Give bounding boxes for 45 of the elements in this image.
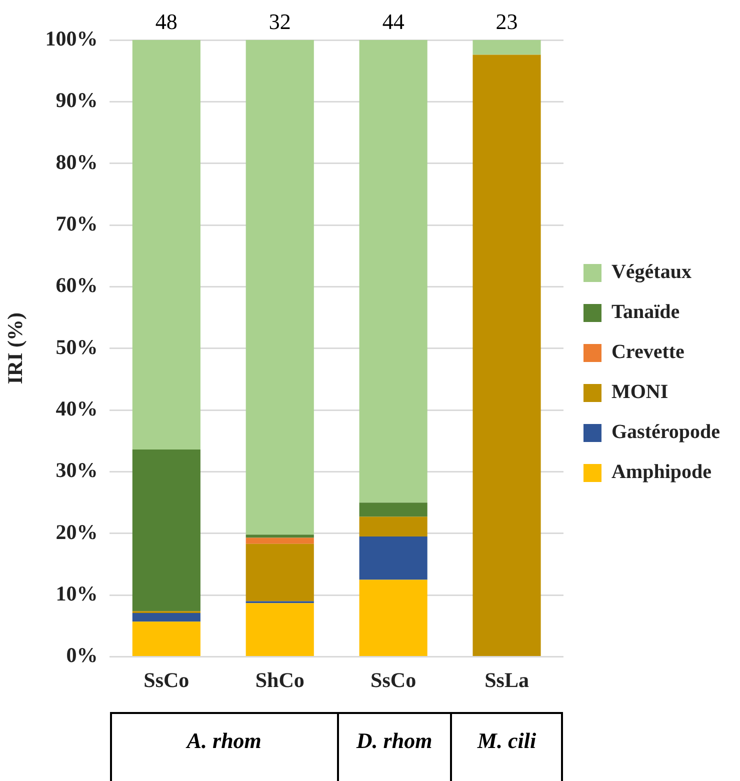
bar: [132, 622, 200, 656]
bar: [246, 544, 314, 602]
y-tick-label: 0%: [66, 643, 98, 668]
y-tick-label: 50%: [56, 334, 98, 359]
y-tick-label: 30%: [56, 458, 98, 482]
y-axis-title: IRI (%): [3, 312, 28, 384]
text: 48: [155, 8, 178, 34]
x-tick-label: SsCo: [144, 668, 190, 692]
bar: [359, 40, 428, 503]
text: 23: [496, 8, 518, 34]
y-tick-label: 80%: [56, 150, 98, 174]
x-tick-label: ShCo: [255, 668, 304, 692]
bar: [246, 40, 314, 535]
text: 32: [268, 8, 291, 34]
x-tick-label: SsLa: [484, 668, 530, 692]
bar: [132, 613, 200, 622]
bar: [246, 603, 314, 656]
x-tick-label: SsCo: [370, 668, 416, 692]
y-tick-label: 90%: [56, 88, 98, 112]
y-tick-label: 40%: [56, 396, 98, 420]
bar: [132, 450, 200, 612]
y-tick-label: 10%: [56, 582, 98, 606]
bar: [472, 40, 541, 55]
legend-label: Amphipode: [611, 461, 712, 484]
legend-label: Tanaïde: [611, 301, 680, 324]
bar: [246, 534, 314, 538]
y-tick-label: 60%: [56, 273, 98, 298]
group-cell: D. rhom: [336, 712, 450, 781]
bar: [359, 536, 428, 580]
legend-label: Crevette: [611, 341, 685, 364]
legend-label: Gastéropode: [611, 421, 720, 444]
bar: [132, 40, 200, 450]
y-tick-label: 70%: [56, 211, 98, 236]
bar: [359, 502, 428, 517]
bar: [246, 538, 314, 544]
group-cell: A. rhom: [110, 712, 337, 781]
y-tick-label: 100%: [45, 26, 98, 50]
bar: [359, 580, 428, 656]
bar: [472, 54, 541, 656]
bar: [359, 516, 428, 537]
legend-label: MONI: [611, 381, 668, 404]
text: 44: [382, 8, 404, 34]
group-cell: M. cili: [450, 712, 564, 781]
y-tick-label: 20%: [56, 520, 98, 544]
legend-label: Végétaux: [611, 261, 692, 284]
